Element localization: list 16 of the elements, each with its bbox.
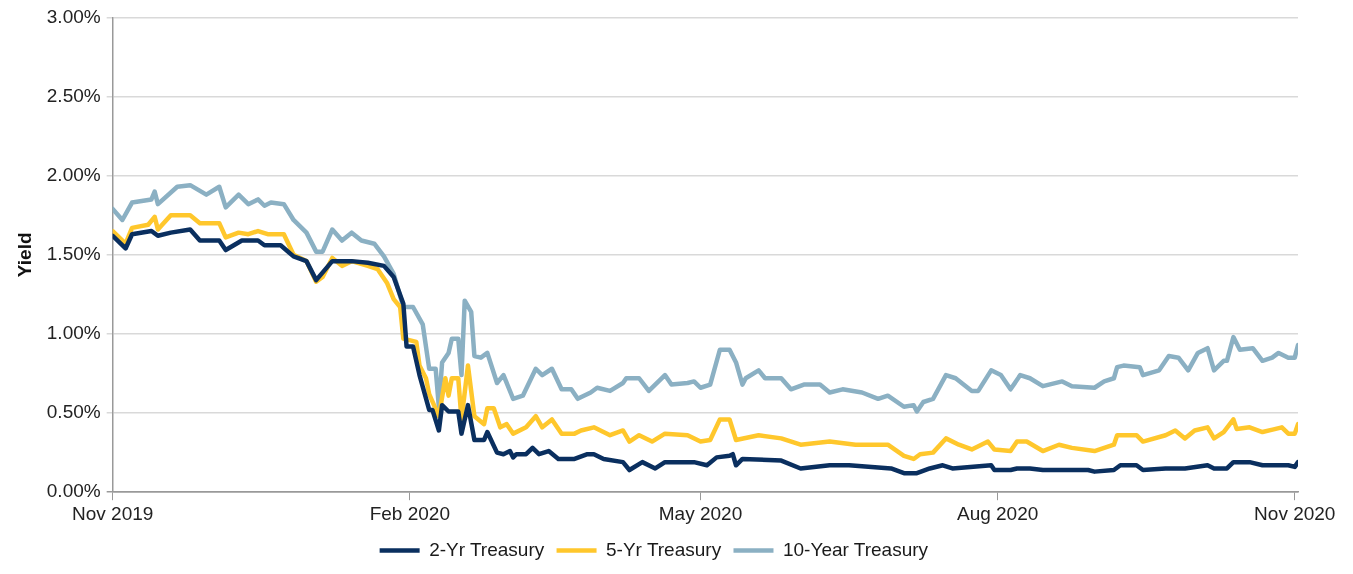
y-tick-label: 2.00% [46, 163, 101, 185]
x-tick-label: Feb 2020 [369, 502, 450, 524]
y-tick-label: 2.50% [46, 84, 101, 106]
x-tick-label: Nov 2020 [1254, 502, 1336, 524]
y-tick-label: 3.00% [46, 5, 101, 27]
y-tick-label: 1.00% [46, 322, 101, 344]
y-tick-label: 1.50% [46, 243, 101, 265]
x-tick-label: May 2020 [658, 502, 743, 524]
legend-label: 10-Year Treasury [782, 538, 929, 560]
x-tick-label: Nov 2019 [72, 502, 154, 524]
x-tick-label: Aug 2020 [956, 502, 1039, 524]
legend-label: 5-Yr Treasury [606, 538, 722, 560]
y-axis-title: Yield [13, 232, 35, 278]
legend-label: 2-Yr Treasury [429, 538, 545, 560]
y-tick-label: 0.00% [46, 480, 101, 502]
y-tick-label: 0.50% [46, 401, 101, 423]
